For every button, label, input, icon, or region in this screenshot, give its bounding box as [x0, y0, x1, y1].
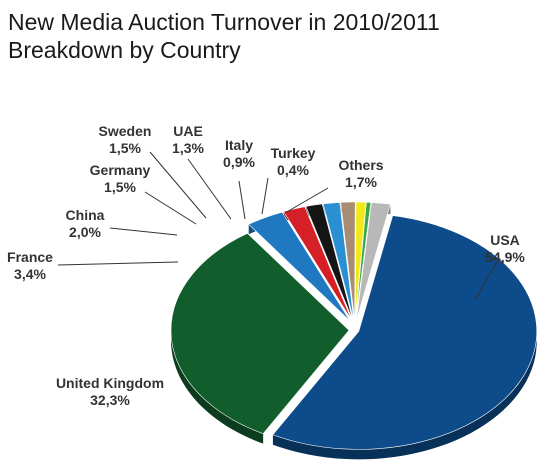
slice-value-france: 3,4% — [14, 266, 46, 282]
pie-slice-side-united-kingdom — [171, 233, 264, 444]
leader-line-france — [57, 261, 179, 266]
slice-label-turkey: Turkey — [271, 145, 316, 161]
pie-slice-turkey — [355, 201, 372, 321]
slice-label-uae: UAE — [173, 123, 203, 139]
slice-label-sweden: Sweden — [99, 123, 152, 139]
pie-slice-france — [248, 211, 351, 322]
leader-line-turkey — [261, 177, 269, 215]
leader-line-italy — [238, 180, 246, 220]
slice-label-united-kingdom: United Kingdom — [56, 375, 164, 391]
slice-value-italy: 0,9% — [223, 154, 255, 170]
leader-line-usa — [474, 261, 498, 301]
pie-slice-china — [283, 206, 353, 321]
pie-slice-usa — [272, 215, 538, 450]
pie-slice-germany — [305, 203, 354, 321]
pie-slice-others — [356, 202, 391, 321]
leader-line-germany — [144, 191, 197, 225]
pie-slice-sweden — [322, 202, 355, 321]
slice-value-uae: 1,3% — [172, 140, 204, 156]
chart-title: New Media Auction Turnover in 2010/2011 — [8, 9, 440, 35]
slice-value-turkey: 0,4% — [277, 162, 309, 178]
slice-label-italy: Italy — [225, 137, 253, 153]
slice-value-united-kingdom: 32,3% — [90, 392, 130, 408]
slice-value-germany: 1,5% — [104, 179, 136, 195]
chart-subtitle: Breakdown by Country — [8, 37, 241, 63]
pie-slice-united-kingdom — [170, 233, 350, 435]
pie-slices — [170, 201, 538, 460]
pie-slice-italy — [355, 201, 367, 321]
slice-label-france: France — [7, 249, 53, 265]
leader-line-sweden — [149, 151, 207, 219]
slice-label-china: China — [66, 207, 105, 223]
slice-label-others: Others — [338, 157, 383, 173]
slice-value-others: 1,7% — [345, 174, 377, 190]
leader-line-uae — [187, 158, 232, 220]
slice-value-sweden: 1,5% — [109, 140, 141, 156]
leader-line-china — [109, 227, 178, 236]
slice-value-usa: 54,9% — [485, 249, 525, 265]
slice-label-usa: USA — [490, 232, 520, 248]
slice-value-china: 2,0% — [69, 224, 101, 240]
pie-slice-uae — [340, 201, 356, 321]
slice-label-germany: Germany — [90, 162, 151, 178]
leader-line-others — [284, 187, 329, 214]
